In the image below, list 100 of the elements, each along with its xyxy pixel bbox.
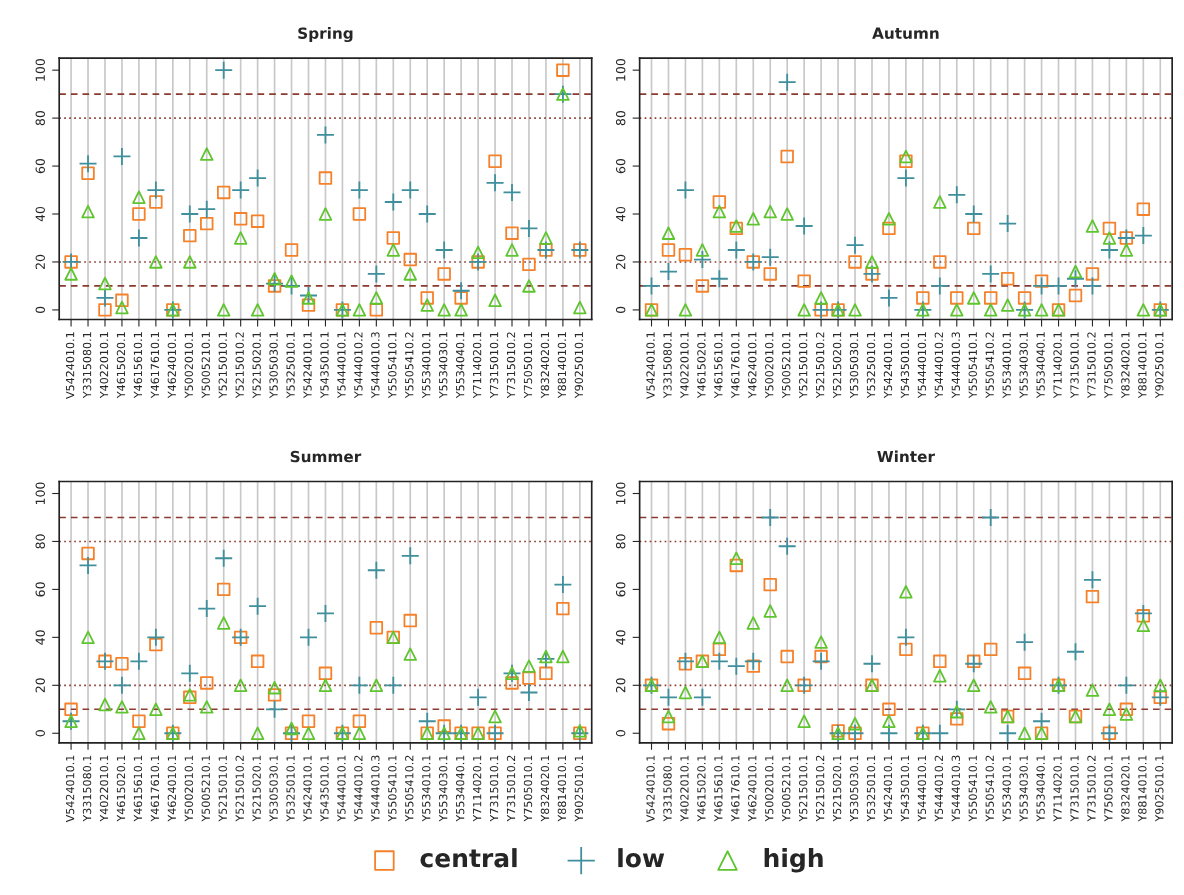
x-tick-label: Y5534010.1 (1002, 755, 1011, 822)
x-tick-label: Y5444010.2 (934, 755, 944, 822)
x-tick-label: Y7315010.2 (506, 755, 516, 822)
x-tick-label: Y5505410.1 (968, 332, 977, 399)
x-tick-label: Y5215010.2 (815, 332, 825, 399)
x-tick-label: Y5534030.1 (1019, 755, 1028, 822)
x-tick-label: Y5305030.1 (269, 755, 278, 822)
x-tick-label: Y4615610.1 (133, 332, 143, 399)
x-tick-label: V5424010.1 (65, 332, 75, 399)
x-tick-label: Y5534040.1 (1036, 332, 1045, 399)
x-tick-label: Y5444010.1 (917, 332, 927, 399)
x-tick-label: Y7505010.1 (523, 755, 533, 822)
x-tick-label: Y5002010.1 (184, 755, 194, 822)
x-tick-label: Y3315080.1 (663, 332, 672, 399)
x-tick-label: Y7505010.1 (1104, 332, 1113, 399)
x-tick-label: Y5444010.3 (951, 755, 960, 822)
x-tick-label: Y7315010.2 (506, 332, 516, 399)
x-tick-label: Y5444010.1 (337, 755, 346, 822)
x-tick-label: Y5424010.1 (883, 755, 893, 822)
x-tick-label: Y5215020.1 (252, 755, 261, 822)
x-tick-label: Y5325010.1 (866, 332, 876, 399)
y-tick-label: 0 (35, 730, 45, 737)
x-tick-label: Y7505010.1 (1104, 755, 1113, 822)
x-tick-label: Y5505410.2 (405, 332, 414, 399)
x-tick-label: Y5505410.1 (388, 332, 397, 399)
x-tick-label: Y5215010.1 (798, 332, 808, 399)
x-tick-label: Y4617610.1 (731, 332, 740, 399)
x-tick-label: Y5534030.1 (438, 332, 448, 399)
x-tick-label: Y4617610.1 (731, 755, 740, 822)
x-tick-label: Y7315010.1 (489, 755, 499, 822)
y-tick-label: 60 (615, 158, 626, 174)
y-tick-label: 20 (35, 254, 45, 269)
x-tick-label: Y4615020.1 (697, 755, 706, 822)
y-tick-label: 40 (35, 206, 45, 222)
x-tick-label: Y5002010.1 (184, 332, 194, 399)
x-tick-label: Y4624010.1 (748, 755, 757, 822)
x-tick-label: Y5325010.1 (286, 332, 295, 399)
x-tick-label: Y5215020.1 (252, 332, 261, 399)
x-tick-label: Y4615610.1 (714, 332, 723, 399)
x-tick-label: Y5325010.1 (286, 755, 295, 822)
x-tick-label: Y4615020.1 (116, 755, 126, 822)
x-tick-label: Y8814010.1 (557, 755, 567, 822)
x-tick-label: Y7114020.1 (472, 332, 482, 399)
x-tick-label: Y4615020.1 (116, 332, 126, 399)
x-tick-label: Y5505410.1 (968, 755, 977, 822)
y-tick-label: 60 (35, 582, 45, 597)
chart-title: Summer (290, 450, 362, 463)
x-tick-label: Y9025010.1 (574, 755, 584, 822)
x-tick-label: V5424010.1 (646, 755, 655, 823)
y-tick-label: 0 (615, 730, 626, 737)
y-tick-label: 100 (35, 59, 45, 81)
legend-label: low (618, 848, 665, 868)
x-tick-label: Y5444010.2 (934, 332, 944, 399)
x-tick-label: Y5005210.1 (201, 332, 210, 399)
x-tick-label: Y7315010.1 (1070, 755, 1079, 822)
x-tick-label: Y5215010.2 (815, 755, 825, 822)
x-tick-label: Y4615020.1 (697, 332, 706, 399)
x-tick-label: Y8324020.1 (540, 755, 550, 822)
x-tick-label: Y5534040.1 (455, 332, 465, 399)
y-tick-label: 40 (615, 206, 626, 222)
x-tick-label: Y4617610.1 (150, 755, 160, 822)
x-tick-label: Y5444010.3 (951, 332, 960, 399)
x-tick-label: Y7114020.1 (1053, 755, 1062, 822)
chart-title: Autumn (872, 27, 939, 39)
x-tick-label: Y5005210.1 (201, 755, 210, 822)
x-tick-label: Y5505410.2 (985, 755, 994, 822)
x-tick-label: V5424010.1 (65, 755, 75, 823)
x-tick-label: Y3315080.1 (82, 332, 92, 399)
y-tick-label: 60 (35, 158, 45, 174)
legend-label: high (764, 848, 823, 873)
x-tick-label: Y4615610.1 (714, 755, 723, 822)
x-tick-label: Y4022010.1 (99, 332, 109, 399)
x-tick-label: Y5305030.1 (269, 332, 278, 399)
x-tick-label: Y5444010.1 (917, 755, 927, 822)
x-tick-label: Y5435010.1 (900, 755, 910, 822)
x-tick-label: Y5305030.1 (849, 755, 859, 822)
x-tick-label: Y5002010.1 (765, 332, 774, 399)
x-tick-label: Y4022010.1 (99, 755, 109, 822)
x-tick-label: Y9025010.1 (574, 332, 584, 399)
x-tick-label: Y5534030.1 (1019, 332, 1028, 399)
y-tick-label: 80 (615, 534, 626, 549)
x-tick-label: Y7315010.1 (1070, 332, 1079, 399)
x-tick-label: Y7315010.2 (1087, 755, 1096, 822)
x-tick-label: Y5215010.1 (218, 755, 227, 822)
x-tick-label: Y5215010.2 (235, 332, 244, 399)
y-tick-label: 80 (35, 534, 45, 549)
x-tick-label: Y5444010.2 (354, 332, 363, 399)
x-tick-label: Y7114020.1 (472, 755, 482, 822)
x-tick-label: Y5534010.1 (422, 332, 431, 399)
y-tick-label: 100 (615, 482, 626, 505)
x-tick-label: Y5435010.1 (320, 755, 329, 822)
legend-label: central (420, 848, 517, 868)
x-tick-label: Y5444010.3 (371, 755, 380, 822)
y-tick-label: 0 (35, 306, 45, 314)
x-tick-label: Y4022010.1 (680, 332, 689, 399)
y-tick-label: 0 (615, 306, 626, 314)
x-tick-label: Y5005210.1 (782, 755, 791, 822)
x-tick-label: Y5305030.1 (849, 332, 859, 399)
x-tick-label: Y5424010.1 (303, 755, 312, 822)
x-tick-label: Y5424010.1 (303, 332, 312, 399)
